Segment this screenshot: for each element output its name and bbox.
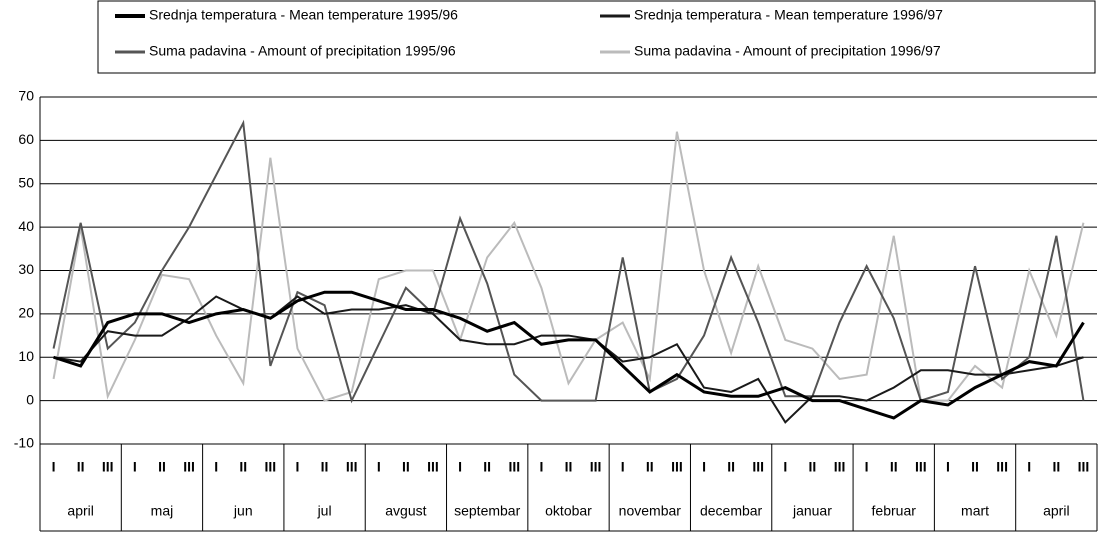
- decade-label: I: [133, 459, 137, 475]
- month-label: januar: [792, 503, 832, 519]
- decade-label: III: [102, 459, 114, 475]
- month-label: jul: [317, 503, 332, 519]
- month-label: novembar: [619, 503, 682, 519]
- decade-label: III: [834, 459, 846, 475]
- y-tick-label: 30: [18, 261, 34, 277]
- decade-label: II: [646, 459, 654, 475]
- decade-label: III: [183, 459, 195, 475]
- month-label: april: [1043, 503, 1069, 519]
- decade-label: III: [346, 459, 358, 475]
- decade-label: III: [752, 459, 764, 475]
- month-label: mart: [961, 503, 989, 519]
- y-tick-label: 60: [18, 131, 34, 147]
- legend-label: Suma padavina - Amount of precipitation …: [634, 43, 941, 59]
- decade-label: I: [783, 459, 787, 475]
- month-label: februar: [872, 503, 917, 519]
- decade-label: I: [702, 459, 706, 475]
- month-label: avgust: [385, 503, 426, 519]
- decade-label: I: [214, 459, 218, 475]
- decade-label: II: [727, 459, 735, 475]
- decade-label: III: [265, 459, 277, 475]
- decade-label: I: [296, 459, 300, 475]
- decade-label: I: [1027, 459, 1031, 475]
- decade-label: I: [52, 459, 56, 475]
- legend-label: Suma padavina - Amount of precipitation …: [149, 43, 456, 59]
- decade-label: II: [239, 459, 247, 475]
- y-tick-label: 10: [18, 348, 34, 364]
- y-tick-label: -10: [14, 435, 34, 451]
- decade-label: II: [77, 459, 85, 475]
- month-label: septembar: [454, 503, 520, 519]
- y-tick-label: 0: [26, 391, 34, 407]
- legend-label: Srednja temperatura - Mean temperature 1…: [634, 7, 943, 23]
- series-line: [52, 119, 1085, 404]
- decade-label: II: [809, 459, 817, 475]
- month-label: decembar: [700, 503, 763, 519]
- decade-label: I: [946, 459, 950, 475]
- decade-label: III: [915, 459, 927, 475]
- decade-label: II: [321, 459, 329, 475]
- decade-label: III: [590, 459, 602, 475]
- decade-label: I: [539, 459, 543, 475]
- decade-label: I: [621, 459, 625, 475]
- decade-label: II: [565, 459, 573, 475]
- decade-label: III: [1078, 459, 1090, 475]
- y-tick-label: 70: [18, 88, 34, 104]
- month-label: oktobar: [545, 503, 592, 519]
- series-line: [53, 290, 1085, 420]
- legend-label: Srednja temperatura - Mean temperature 1…: [149, 7, 458, 23]
- decade-label: III: [996, 459, 1008, 475]
- decade-label: III: [427, 459, 439, 475]
- month-label: jun: [233, 503, 253, 519]
- legend-box: [97, 0, 1096, 74]
- y-tick-label: 50: [18, 174, 34, 190]
- series-line: [53, 295, 1084, 424]
- decade-label: I: [865, 459, 869, 475]
- decade-label: II: [483, 459, 491, 475]
- series-line: [52, 131, 1085, 402]
- decade-label: II: [971, 459, 979, 475]
- decade-label: II: [402, 459, 410, 475]
- month-label: april: [67, 503, 93, 519]
- y-tick-label: 40: [18, 218, 34, 234]
- decade-label: III: [671, 459, 683, 475]
- decade-label: II: [158, 459, 166, 475]
- y-tick-label: 20: [18, 305, 34, 321]
- decade-label: III: [508, 459, 520, 475]
- decade-label: II: [890, 459, 898, 475]
- decade-label: II: [1052, 459, 1060, 475]
- month-label: maj: [151, 503, 174, 519]
- decade-label: I: [458, 459, 462, 475]
- decade-label: I: [377, 459, 381, 475]
